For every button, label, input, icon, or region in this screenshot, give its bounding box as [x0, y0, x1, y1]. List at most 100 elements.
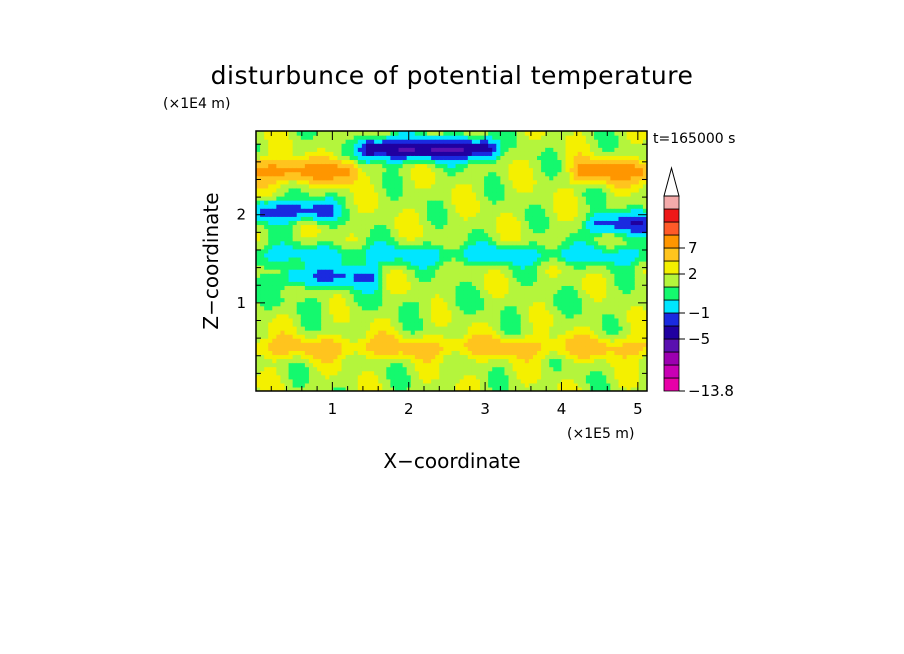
heatmap-cell: [394, 305, 400, 311]
heatmap-cell: [447, 232, 453, 238]
heatmap-cell: [357, 183, 363, 189]
heatmap-cell: [264, 236, 269, 242]
heatmap-cell: [382, 236, 387, 242]
heatmap-cell: [435, 236, 440, 242]
heatmap-cell: [272, 175, 277, 181]
heatmap-cell: [484, 269, 489, 274]
heatmap-cell: [463, 366, 469, 372]
heatmap-cell: [317, 346, 322, 351]
heatmap-cell: [313, 330, 318, 335]
heatmap-cell: [512, 163, 518, 169]
heatmap-cell: [288, 171, 294, 177]
heatmap-cell: [300, 378, 306, 384]
heatmap-cell: [365, 220, 371, 226]
heatmap-cell: [276, 342, 282, 347]
heatmap-cell: [500, 200, 506, 205]
heatmap-cell: [402, 362, 408, 368]
heatmap-cell: [337, 305, 343, 311]
heatmap-cell: [500, 293, 506, 299]
heatmap-cell: [451, 175, 457, 181]
heatmap-cell: [370, 342, 375, 347]
heatmap-cell: [386, 179, 392, 185]
heatmap-cell: [427, 143, 432, 148]
heatmap-cell: [463, 159, 469, 165]
heatmap-cell: [459, 354, 465, 360]
heatmap-cell: [386, 224, 392, 230]
heatmap-cell: [361, 236, 367, 242]
heatmap-cell: [370, 208, 375, 213]
heatmap-cell: [341, 196, 347, 201]
heatmap-cell: [439, 212, 444, 217]
heatmap-cell: [427, 204, 432, 209]
heatmap-cell: [337, 285, 343, 291]
heatmap-cell: [565, 330, 571, 335]
heatmap-cell: [333, 228, 339, 234]
heatmap-cell: [410, 305, 416, 311]
heatmap-cell: [504, 297, 510, 303]
heatmap-cell: [378, 208, 383, 213]
heatmap-cell: [365, 236, 371, 242]
heatmap-cell: [569, 232, 575, 238]
heatmap-cell: [504, 256, 510, 262]
heatmap-cell: [382, 139, 387, 144]
heatmap-cell: [541, 220, 546, 226]
heatmap-cell: [349, 309, 355, 315]
heatmap-cell: [370, 281, 375, 286]
heatmap-cell: [537, 155, 542, 161]
heatmap-cell: [484, 386, 489, 391]
heatmap-cell: [439, 366, 444, 372]
heatmap-cell: [467, 224, 473, 230]
heatmap-cell: [451, 346, 457, 351]
heatmap-cell: [378, 256, 383, 262]
heatmap-cell: [325, 216, 330, 221]
heatmap-cell: [532, 346, 538, 351]
heatmap-cell: [365, 232, 371, 238]
heatmap-cell: [537, 350, 542, 356]
heatmap-cell: [378, 346, 383, 351]
heatmap-cell: [553, 289, 558, 295]
heatmap-cell: [292, 346, 298, 351]
heatmap-cell: [541, 366, 546, 372]
heatmap-cell: [260, 285, 265, 291]
heatmap-cell: [410, 135, 416, 140]
heatmap-cell: [463, 232, 469, 238]
heatmap-cell: [382, 374, 387, 380]
heatmap-cell: [528, 342, 534, 347]
heatmap-cell: [549, 183, 554, 189]
heatmap-cell: [410, 281, 416, 286]
heatmap-cell: [545, 366, 550, 372]
heatmap-cell: [260, 204, 265, 209]
heatmap-cell: [365, 175, 371, 181]
heatmap-cell: [357, 240, 363, 246]
heatmap-cell: [463, 342, 469, 347]
heatmap-cell: [455, 167, 461, 173]
heatmap-cell: [463, 191, 469, 197]
heatmap-cell: [480, 131, 485, 136]
heatmap-cell: [264, 350, 269, 356]
heatmap-cell: [504, 163, 510, 169]
heatmap-cell: [520, 159, 526, 165]
heatmap-cell: [268, 232, 273, 238]
heatmap-cell: [406, 301, 412, 307]
heatmap-cell: [333, 183, 339, 189]
heatmap-cell: [268, 265, 273, 270]
heatmap-cell: [484, 293, 489, 299]
heatmap-cell: [504, 179, 510, 185]
heatmap-cell: [451, 236, 457, 242]
heatmap-cell: [304, 244, 310, 250]
heatmap-cell: [284, 187, 290, 193]
heatmap-cell: [284, 200, 290, 205]
heatmap-cell: [488, 346, 493, 351]
heatmap-cell: [268, 151, 273, 156]
heatmap-cell: [378, 252, 383, 258]
heatmap-cell: [353, 135, 359, 140]
heatmap-cell: [484, 248, 489, 254]
heatmap-cell: [288, 163, 294, 169]
heatmap-cell: [341, 147, 347, 152]
heatmap-cell: [447, 354, 453, 360]
heatmap-cell: [308, 252, 314, 258]
heatmap-cell: [414, 342, 420, 347]
heatmap-cell: [260, 342, 265, 347]
heatmap-cell: [386, 204, 392, 209]
heatmap-cell: [475, 386, 481, 391]
